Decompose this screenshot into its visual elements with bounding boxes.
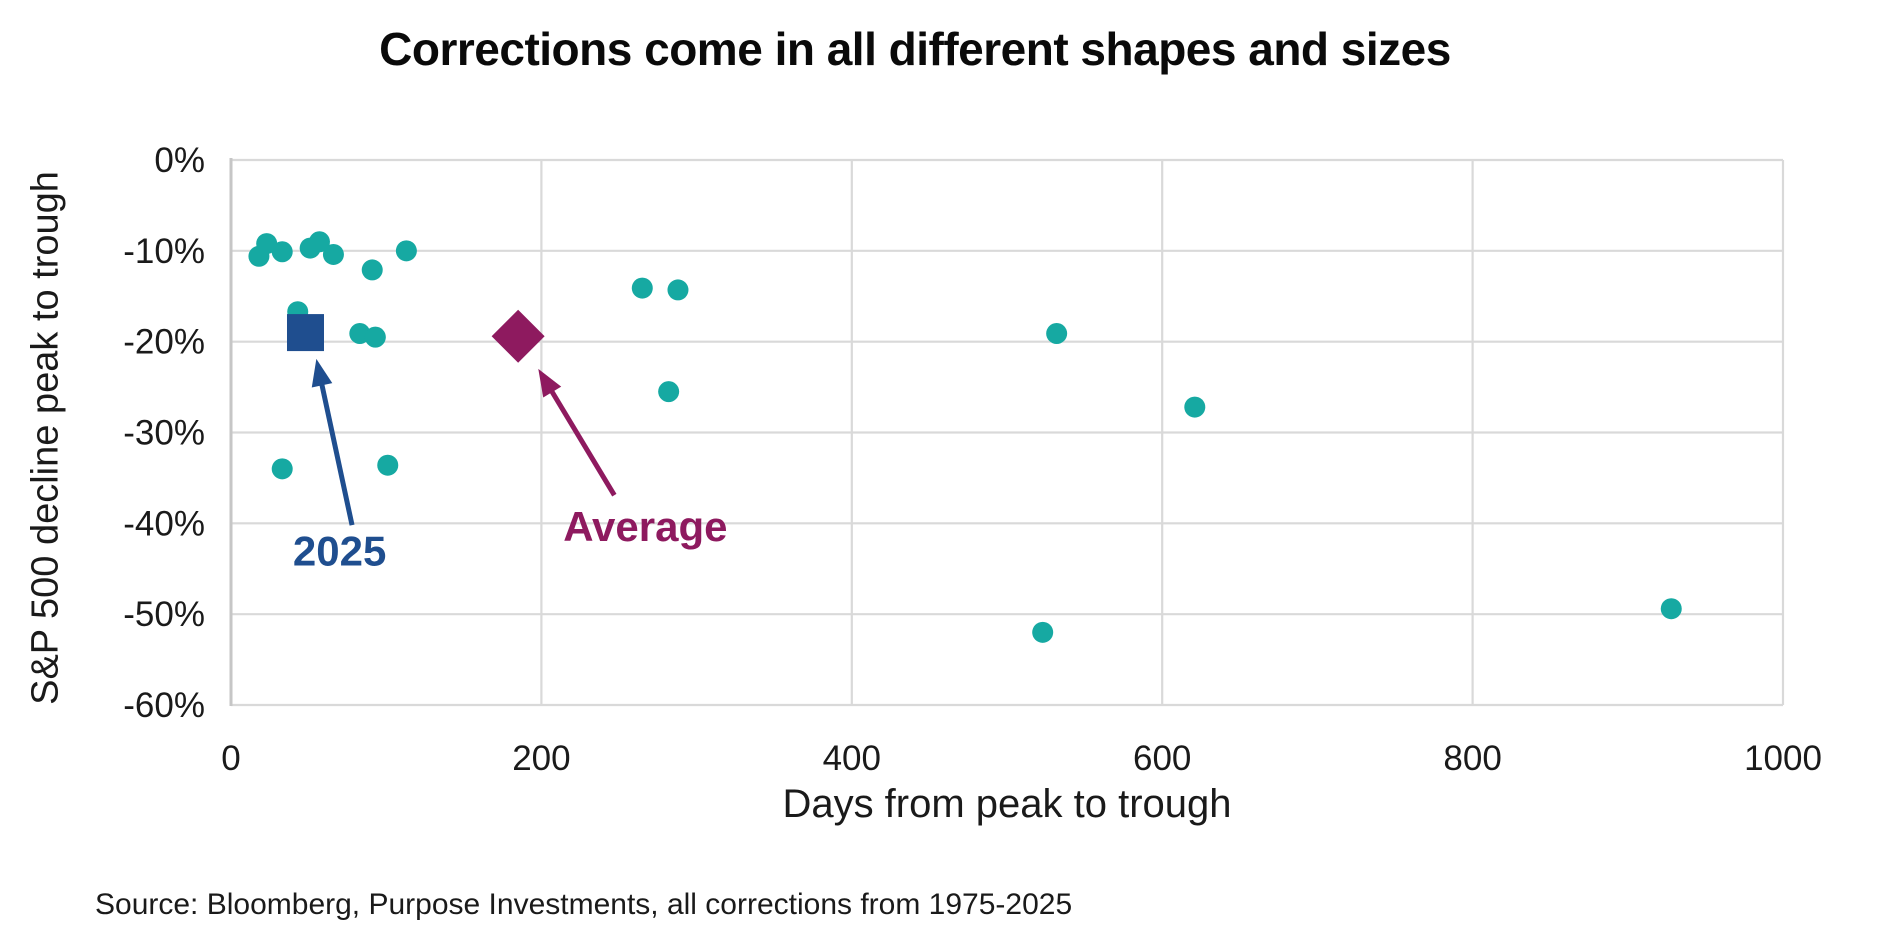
y-tick-label: -30% [123, 414, 205, 453]
data-point-circle [364, 326, 386, 348]
data-point-circle [308, 231, 330, 253]
y-tick-label: -60% [123, 686, 205, 725]
annotation-label: 2025 [293, 528, 386, 575]
data-point-diamond-average [491, 309, 545, 363]
y-tick-label: -10% [123, 232, 205, 271]
x-tick-label: 600 [1133, 739, 1191, 778]
data-point-circle [271, 241, 293, 263]
annotation-arrow-head [538, 368, 562, 398]
data-point-circle [1184, 396, 1206, 418]
data-point-circle [395, 240, 417, 262]
data-point-circle [667, 279, 689, 301]
annotation-label: Average [563, 503, 727, 550]
chart-title: Corrections come in all different shapes… [379, 23, 1451, 75]
y-tick-label: 0% [154, 141, 205, 180]
annotation-arrow-line [318, 380, 355, 526]
x-tick-label: 0 [221, 739, 240, 778]
y-tick-label: -40% [123, 504, 205, 543]
data-point-circle [631, 277, 653, 299]
data-point-circle [1660, 598, 1682, 620]
data-point-square-2025 [286, 314, 324, 352]
y-tick-label: -20% [123, 323, 205, 362]
x-tick-label: 400 [823, 739, 881, 778]
x-tick-label: 200 [512, 739, 570, 778]
data-point-circle [256, 233, 278, 255]
x-tick-label: 1000 [1744, 739, 1822, 778]
data-point-circle [271, 458, 293, 480]
x-axis-title: Days from peak to trough [782, 782, 1232, 826]
x-tick-label: 800 [1443, 739, 1501, 778]
data-point-circle [322, 243, 344, 265]
y-tick-label: -50% [123, 595, 205, 634]
source-note: Source: Bloomberg, Purpose Investments, … [95, 888, 1073, 921]
data-point-circle [1046, 322, 1068, 344]
data-point-circle [377, 454, 399, 476]
annotation-arrow-head [311, 358, 333, 388]
data-point-circle [361, 259, 383, 281]
data-point-circle [658, 381, 680, 403]
annotation-arrow-line [548, 387, 617, 497]
data-point-circle [1032, 621, 1054, 643]
